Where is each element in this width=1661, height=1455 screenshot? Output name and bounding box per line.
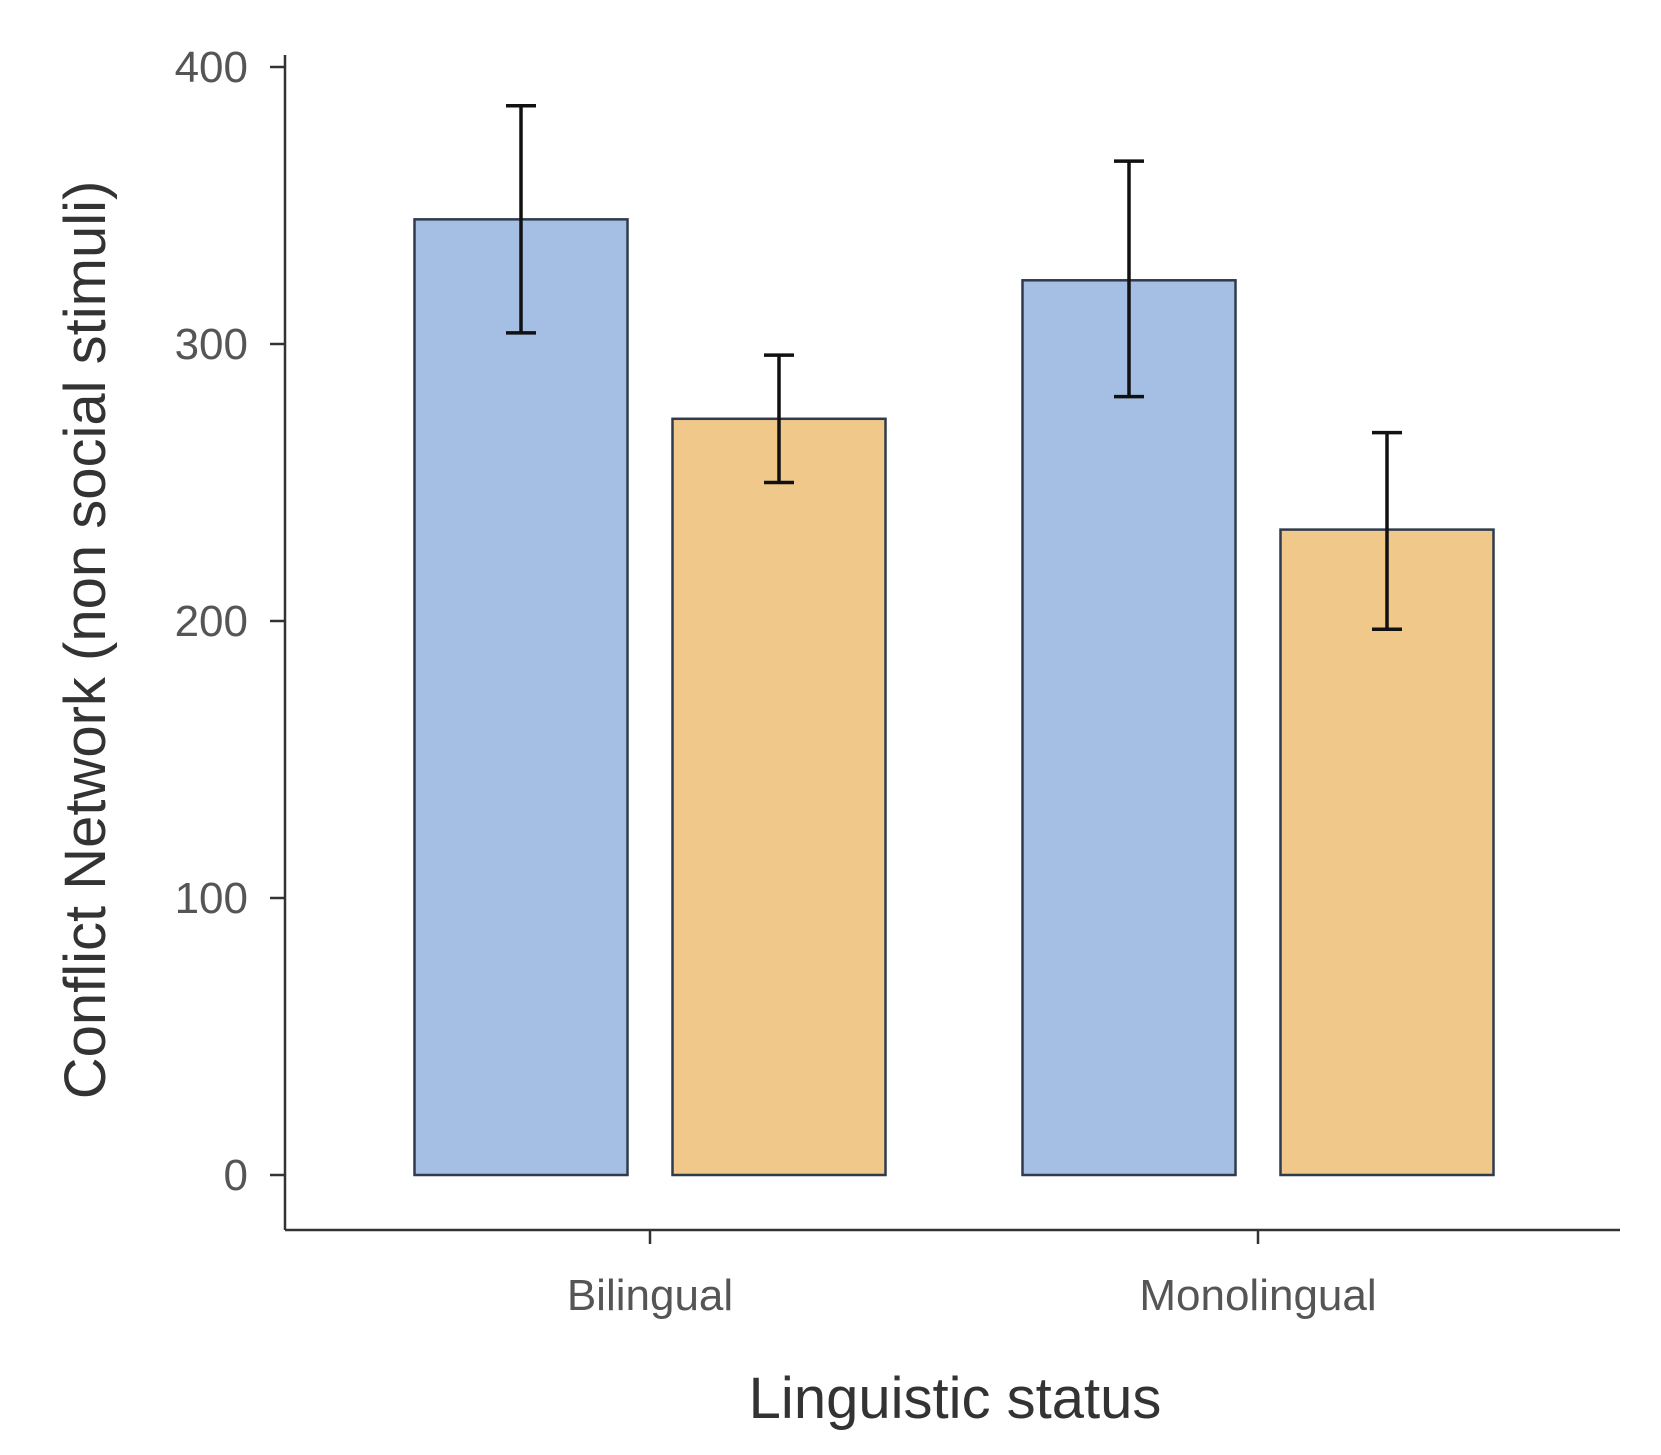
x-axis-title: Linguistic status xyxy=(749,1366,1162,1431)
x-ticks-layer: Bilingual Monolingual xyxy=(567,1230,1377,1320)
y-ticks-layer: 0 100 200 300 400 xyxy=(175,43,285,1200)
bar-monolingual-series-1 xyxy=(1021,279,1237,1177)
bar-bilingual-series-2 xyxy=(671,417,887,1177)
y-tick-label-2: 200 xyxy=(175,597,248,646)
y-tick-label-4: 400 xyxy=(175,43,248,92)
x-tick-label-bilingual: Bilingual xyxy=(567,1271,733,1320)
bar-monolingual-series-2 xyxy=(1279,528,1495,1177)
x-tick-label-monolingual: Monolingual xyxy=(1139,1271,1376,1320)
error-bars-layer xyxy=(506,104,1402,632)
y-tick-label-0: 0 xyxy=(224,1151,248,1200)
y-axis-title: Conflict Network (non social stimuli) xyxy=(53,181,118,1100)
y-tick-label-3: 300 xyxy=(175,320,248,369)
y-tick-label-1: 100 xyxy=(175,874,248,923)
bars-layer xyxy=(413,218,1495,1177)
bar-bilingual-series-1 xyxy=(413,218,629,1177)
